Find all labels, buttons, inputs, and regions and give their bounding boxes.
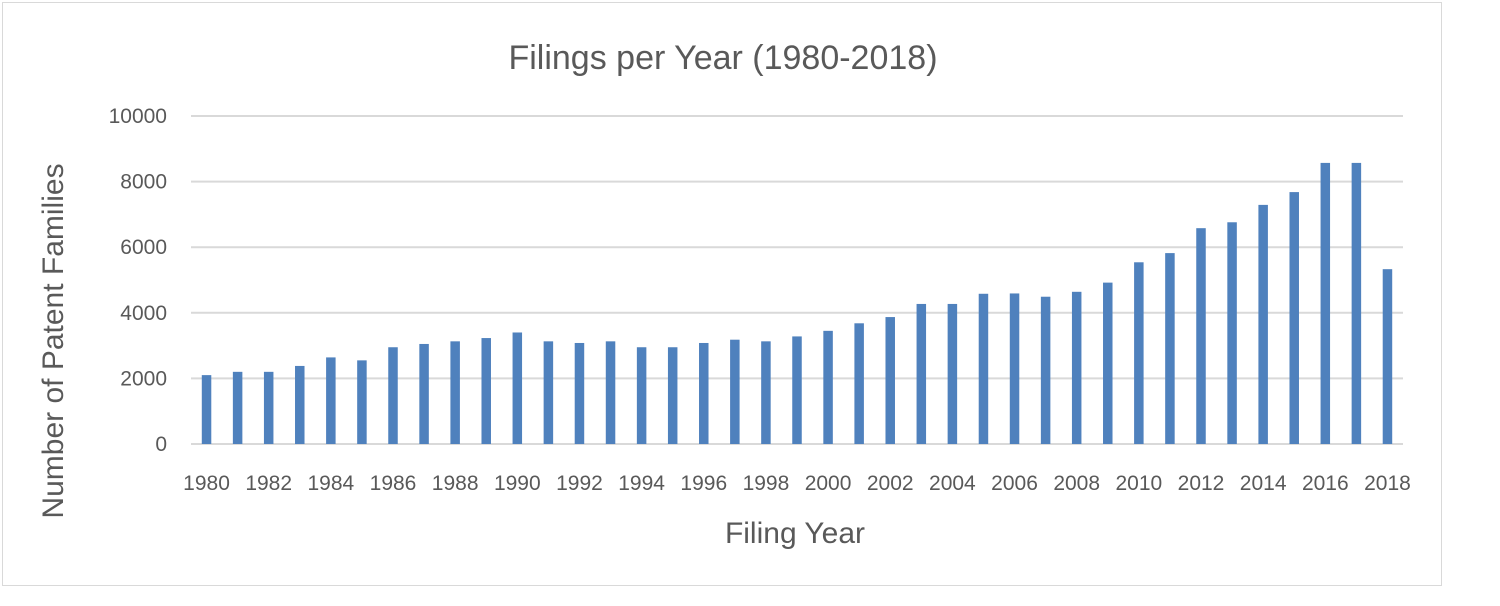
x-tick-label: 1988 <box>432 472 479 495</box>
x-tick-label: 2002 <box>867 472 914 495</box>
x-tick-label: 2004 <box>929 472 976 495</box>
bar-1990 <box>512 332 523 444</box>
x-tick-label: 1996 <box>680 472 727 495</box>
bar-1993 <box>605 341 616 444</box>
x-tick-label: 2014 <box>1240 472 1287 495</box>
bars <box>201 162 1393 445</box>
bar-1980 <box>201 375 212 444</box>
x-tick-label: 2000 <box>805 472 852 495</box>
bar-1997 <box>730 339 740 444</box>
bar-2018 <box>1382 269 1393 444</box>
bar-2012 <box>1196 228 1206 444</box>
x-tick-label: 1994 <box>618 472 665 495</box>
bar-2017 <box>1351 162 1362 445</box>
y-tick-label: 10000 <box>109 105 167 128</box>
x-tick-label: 2012 <box>1178 472 1225 495</box>
bar-2007 <box>1040 296 1051 444</box>
y-tick-label: 0 <box>155 433 167 456</box>
bar-2014 <box>1258 204 1268 444</box>
bar-2000 <box>823 330 833 444</box>
bar-1987 <box>419 343 429 444</box>
y-tick-label: 2000 <box>120 367 167 390</box>
x-tick-label: 2018 <box>1364 472 1411 495</box>
x-axis-title: Filing Year <box>725 517 865 550</box>
bar-1982 <box>263 371 274 444</box>
bar-1984 <box>326 357 336 444</box>
bar-1989 <box>481 338 491 444</box>
x-tick-label: 1986 <box>370 472 417 495</box>
x-tick-label: 1980 <box>183 472 230 495</box>
bar-2013 <box>1227 222 1237 444</box>
x-tick-label: 1982 <box>245 472 292 495</box>
bar-2002 <box>885 317 895 444</box>
bar-1992 <box>574 342 585 444</box>
bar-1996 <box>699 342 709 444</box>
bar-2016 <box>1320 162 1331 445</box>
bar-2006 <box>1009 293 1020 444</box>
x-tick-label: 1990 <box>494 472 541 495</box>
bar-2004 <box>947 303 958 444</box>
bar-2005 <box>978 293 989 444</box>
bar-1983 <box>295 365 305 444</box>
y-tick-label: 4000 <box>120 302 167 325</box>
bar-2003 <box>916 303 927 444</box>
bar-2011 <box>1165 253 1175 444</box>
bar-1985 <box>357 360 367 444</box>
bar-1995 <box>667 347 678 444</box>
bar-1998 <box>761 341 771 444</box>
x-tick-label: 2008 <box>1053 472 1100 495</box>
chart-frame: Filings per Year (1980-2018) 0 2000 4000 60… <box>2 2 1442 586</box>
chart-title: Filings per Year (1980-2018) <box>508 39 937 77</box>
bar-1988 <box>450 341 460 444</box>
x-tick-label: 1984 <box>307 472 354 495</box>
bar-2015 <box>1289 192 1299 444</box>
bar-1991 <box>543 341 554 444</box>
y-tick-label: 6000 <box>120 236 167 259</box>
bar-2001 <box>854 323 864 444</box>
y-axis-ticks: 0 2000 4000 6000 8000 10000 <box>109 105 167 456</box>
x-tick-label: 1992 <box>556 472 603 495</box>
y-axis-title: Number of Patent Families <box>37 163 70 518</box>
bar-2010 <box>1134 262 1144 444</box>
bar-1986 <box>388 347 398 444</box>
bar-1999 <box>792 336 802 444</box>
bar-chart: Filings per Year (1980-2018) 0 2000 4000 60… <box>37 39 1411 550</box>
bar-2008 <box>1071 291 1082 444</box>
x-tick-label: 1998 <box>743 472 790 495</box>
x-axis-ticks: 1980 1982 1984 1986 1988 1990 1992 1994 1996 1998… <box>183 472 1411 495</box>
x-tick-label: 2006 <box>991 472 1038 495</box>
bar-2009 <box>1103 282 1113 444</box>
y-tick-label: 8000 <box>120 171 167 194</box>
bar-1994 <box>636 347 647 444</box>
bar-1981 <box>232 371 243 444</box>
x-tick-label: 2010 <box>1115 472 1162 495</box>
x-tick-label: 2016 <box>1302 472 1349 495</box>
